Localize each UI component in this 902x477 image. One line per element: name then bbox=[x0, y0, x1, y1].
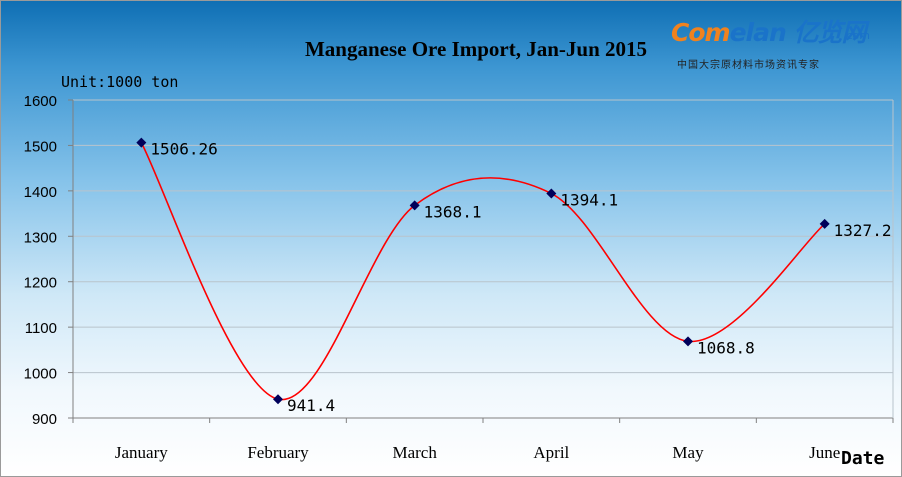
logo-brand-cn: 亿览网 bbox=[793, 18, 867, 47]
x-tick-label: April bbox=[533, 443, 569, 462]
x-tick-label: January bbox=[115, 443, 168, 462]
data-label: 941.4 bbox=[287, 396, 335, 415]
x-tick-label: June bbox=[809, 443, 840, 462]
data-markers bbox=[136, 137, 830, 405]
y-tick-label: 1100 bbox=[25, 320, 57, 337]
y-tick-label: 1600 bbox=[24, 93, 57, 110]
data-label: 1068.8 bbox=[697, 338, 755, 357]
y-tick-label: 1400 bbox=[24, 184, 57, 201]
logo-wordmark: Comelan 亿览网 bbox=[671, 13, 867, 49]
x-tick-labels: January February March April May June bbox=[115, 443, 840, 462]
axes bbox=[68, 99, 894, 423]
y-tick-label: 1000 bbox=[24, 366, 57, 383]
data-label: 1394.1 bbox=[560, 191, 618, 210]
series-line bbox=[140, 142, 826, 401]
x-tick-label: March bbox=[392, 443, 437, 462]
gridlines bbox=[73, 99, 893, 374]
y-tick-labels: 900 1000 1100 1200 1300 1400 1500 1600 bbox=[24, 93, 57, 428]
data-point bbox=[546, 188, 557, 199]
logo-tagline: 中国大宗原材料市场资讯专家 bbox=[677, 60, 820, 71]
logo-brand-a: Com bbox=[671, 18, 731, 47]
data-point bbox=[136, 137, 147, 148]
x-axis-title: Date bbox=[841, 448, 885, 469]
data-point bbox=[273, 394, 283, 405]
data-point bbox=[683, 336, 693, 347]
logo: Comelan 亿览网 .com 中国大宗原材料市场资讯专家 bbox=[671, 13, 881, 73]
y-tick-label: 900 bbox=[32, 411, 57, 428]
y-tick-label: 1300 bbox=[24, 229, 57, 246]
chart-title: Manganese Ore Import, Jan-Jun 2015 bbox=[305, 37, 647, 61]
data-point bbox=[819, 218, 830, 229]
data-point bbox=[409, 200, 420, 211]
data-label: 1368.1 bbox=[424, 202, 482, 221]
logo-domain: .com bbox=[843, 29, 870, 42]
y-tick-label: 1200 bbox=[24, 275, 57, 292]
data-label: 1506.26 bbox=[150, 140, 217, 159]
data-labels: 1506.26 941.4 1368.1 1394.1 1068.8 1327.2 bbox=[150, 140, 891, 416]
data-label: 1327.2 bbox=[834, 221, 892, 240]
unit-label: Unit:1000 ton bbox=[61, 73, 178, 91]
x-tick-label: February bbox=[247, 443, 309, 462]
y-tick-label: 1500 bbox=[24, 138, 57, 155]
x-tick-label: May bbox=[672, 443, 704, 462]
logo-brand-b: elan bbox=[729, 18, 787, 47]
